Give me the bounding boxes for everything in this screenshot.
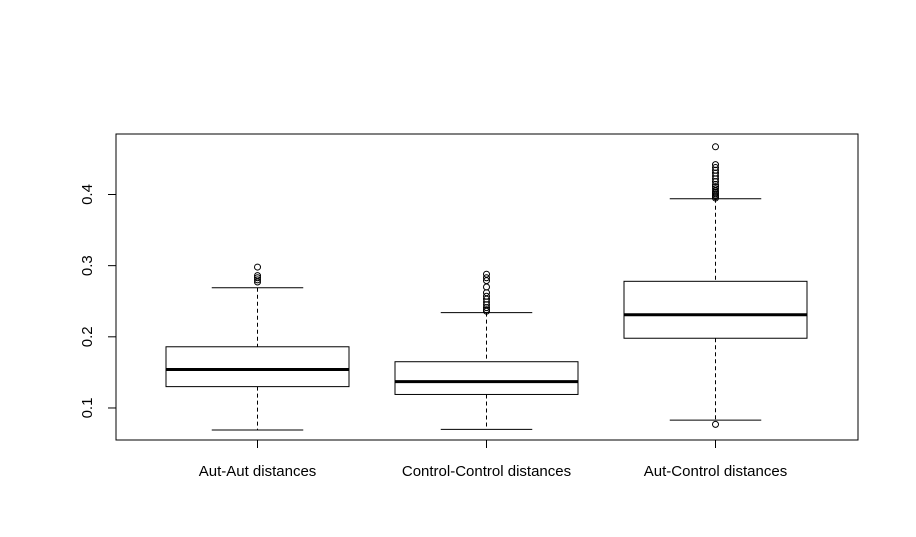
outlier-point [483,306,490,314]
outlier-point [254,274,261,282]
outlier-point [254,263,261,271]
outlier-point [712,420,719,428]
outlier-point [712,185,719,193]
y-tick-label: 0.3 [79,255,96,276]
box-iqr [623,280,808,339]
outlier-point [712,161,719,169]
x-axis: Aut-Aut distances Control-Control distanc… [199,440,787,480]
box-group [623,143,808,428]
box-group [165,263,350,431]
outlier-point [483,292,490,300]
outlier-point [483,283,490,291]
outlier-point [712,183,719,191]
x-category-label: Aut-Control distances [644,463,787,480]
outlier-point [712,143,719,151]
box-iqr [165,346,350,388]
y-axis: 0.1 0.2 0.3 0.4 [79,184,116,418]
outlier-point [483,270,490,278]
outlier-point [254,272,261,280]
y-tick-label: 0.2 [79,326,96,347]
box-group [394,270,579,430]
outlier-point [254,276,261,284]
x-category-label: Control-Control distances [402,463,571,480]
outlier-point [712,163,719,171]
y-tick-label: 0.4 [79,184,96,205]
y-tick-label: 0.1 [79,398,96,419]
x-category-label: Aut-Aut distances [199,463,317,480]
outlier-point [483,274,490,282]
box-series [165,143,808,431]
outlier-point [483,289,490,297]
box-iqr [394,361,579,395]
